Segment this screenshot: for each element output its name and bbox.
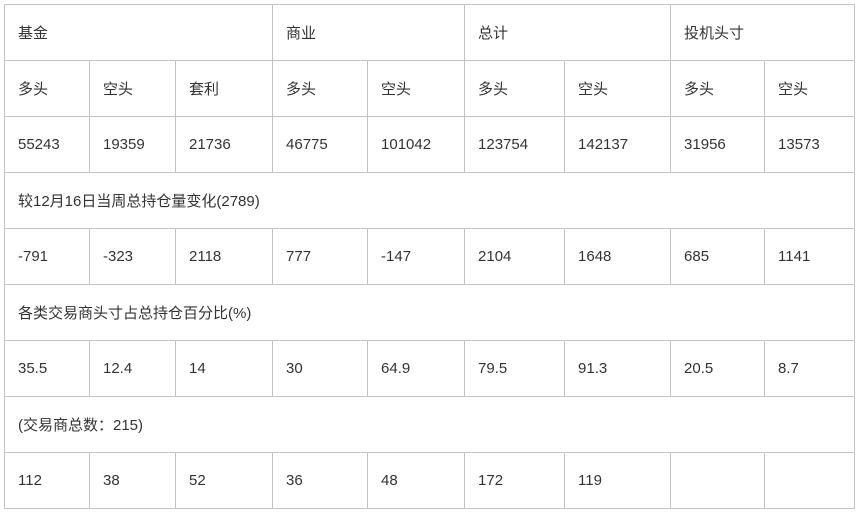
changes-row: -791 -323 2118 777 -147 2104 1648 685 11… xyxy=(4,228,856,285)
column-header-spec-short: 空头 xyxy=(764,60,856,117)
column-header-commercial-short: 空头 xyxy=(367,60,466,117)
traders-caption-row: (交易商总数：215) xyxy=(3,396,856,453)
group-header-row: 基金 商业 总计 投机头寸 xyxy=(3,4,856,61)
percent-caption-row: 各类交易商头寸占总持仓百分比(%) xyxy=(3,284,856,341)
section-caption-trader-count: (交易商总数：215) xyxy=(3,396,856,453)
table-cell: 20.5 xyxy=(670,340,766,397)
table-cell: 19359 xyxy=(89,116,176,173)
positions-row: 55243 19359 21736 46775 101042 123754 14… xyxy=(4,116,856,173)
table-cell-empty xyxy=(764,452,856,509)
table-cell: 777 xyxy=(272,228,369,285)
group-header-speculative: 投机头寸 xyxy=(670,4,856,61)
table-cell: 1141 xyxy=(764,228,856,285)
column-header-fund-spread: 套利 xyxy=(174,60,274,117)
table-cell: 685 xyxy=(670,228,766,285)
table-cell: -147 xyxy=(367,228,466,285)
group-header-total: 总计 xyxy=(464,4,672,61)
group-header-fund: 基金 xyxy=(3,4,274,61)
table-cell: 91.3 xyxy=(564,340,672,397)
column-header-fund-long: 多头 xyxy=(4,60,90,117)
section-caption-weekly-change: 较12月16日当周总持仓量变化(2789) xyxy=(3,172,856,229)
table-cell: 112 xyxy=(4,452,90,509)
table-cell: 31956 xyxy=(670,116,766,173)
percents-row: 35.5 12.4 14 30 64.9 79.5 91.3 20.5 8.7 xyxy=(4,340,856,397)
sub-header-row: 多头 空头 套利 多头 空头 多头 空头 多头 空头 xyxy=(4,60,856,117)
cot-positions-table: 基金 商业 总计 投机头寸 多头 空头 套利 多头 空头 多头 空头 多头 空头… xyxy=(3,4,856,509)
table-cell: 21736 xyxy=(174,116,274,173)
column-header-total-short: 空头 xyxy=(564,60,672,117)
table-cell: 123754 xyxy=(464,116,566,173)
table-cell: 79.5 xyxy=(464,340,566,397)
table-cell: 2104 xyxy=(464,228,566,285)
traders-row: 112 38 52 36 48 172 119 xyxy=(4,452,856,509)
table-cell: 2118 xyxy=(174,228,274,285)
table-cell: 36 xyxy=(272,452,369,509)
table-cell: -791 xyxy=(4,228,90,285)
table-cell: 48 xyxy=(367,452,466,509)
table-cell: 64.9 xyxy=(367,340,466,397)
section-caption-percent: 各类交易商头寸占总持仓百分比(%) xyxy=(3,284,856,341)
column-header-spec-long: 多头 xyxy=(670,60,766,117)
table-cell: 1648 xyxy=(564,228,672,285)
change-caption-row: 较12月16日当周总持仓量变化(2789) xyxy=(3,172,856,229)
table-cell: 142137 xyxy=(564,116,672,173)
table-cell: 13573 xyxy=(764,116,856,173)
table-cell: -323 xyxy=(89,228,176,285)
column-header-fund-short: 空头 xyxy=(89,60,176,117)
table-cell: 12.4 xyxy=(89,340,176,397)
column-header-commercial-long: 多头 xyxy=(272,60,369,117)
column-header-total-long: 多头 xyxy=(464,60,566,117)
table-cell: 35.5 xyxy=(4,340,90,397)
table-cell: 101042 xyxy=(367,116,466,173)
table-cell: 46775 xyxy=(272,116,369,173)
table-cell: 30 xyxy=(272,340,369,397)
table-cell: 38 xyxy=(89,452,176,509)
group-header-commercial: 商业 xyxy=(272,4,466,61)
table-cell: 52 xyxy=(174,452,274,509)
table-cell: 55243 xyxy=(4,116,90,173)
table-cell: 14 xyxy=(174,340,274,397)
table-cell: 172 xyxy=(464,452,566,509)
table-cell: 8.7 xyxy=(764,340,856,397)
table-cell: 119 xyxy=(564,452,672,509)
table-cell-empty xyxy=(670,452,766,509)
